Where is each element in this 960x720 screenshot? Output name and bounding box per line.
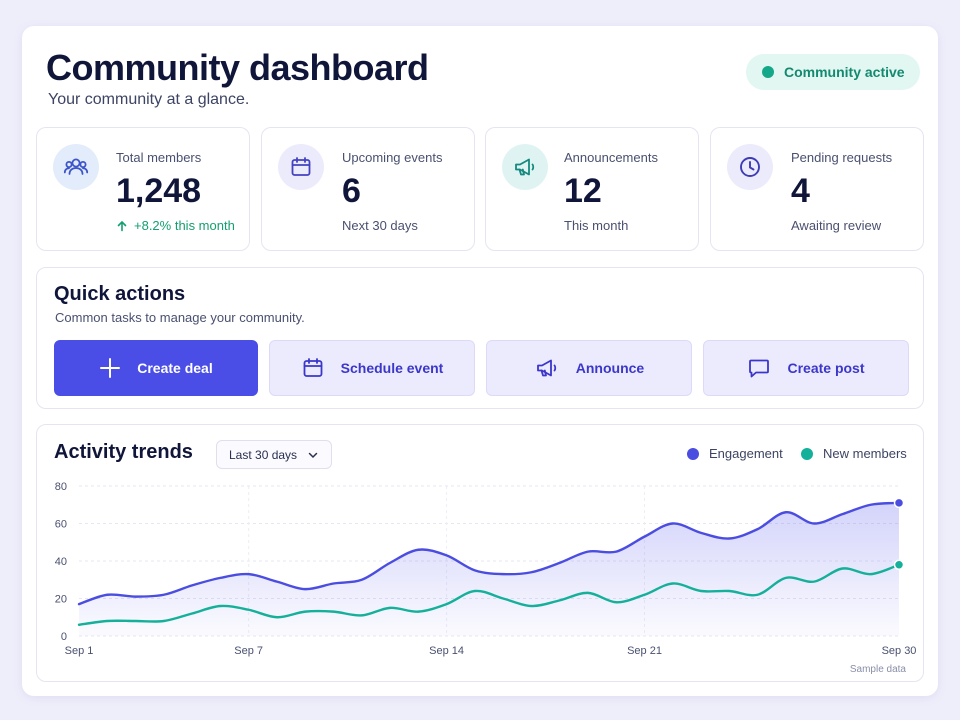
create-deal-button[interactable]: Create deal	[54, 340, 258, 396]
chart-title: Activity trends	[54, 441, 193, 463]
announce-button[interactable]: Announce	[486, 340, 692, 396]
y-tick-label: 60	[55, 519, 67, 531]
chevron-down-icon	[308, 452, 318, 458]
button-label: Announce	[575, 360, 645, 376]
activity-trends-card: 0 20 40 60 80 Sep 1 Sep 7 Sep 14 Sep 21 Sep 30 Ac…	[36, 424, 924, 682]
new-members-end-point	[893, 559, 905, 570]
stat-trend-text: +8.2% this month	[134, 218, 235, 233]
stat-value: 4	[791, 172, 810, 210]
arrow-up-icon	[117, 220, 127, 231]
plus-icon	[100, 358, 121, 378]
y-tick-label: 80	[55, 481, 67, 493]
stat-sub: Awaiting review	[791, 218, 882, 233]
x-tick-label: Sep 14	[429, 645, 464, 657]
legend-dot	[687, 447, 699, 460]
stat-sub: Next 30 days	[342, 218, 418, 233]
y-tick-label: 0	[61, 631, 67, 643]
status-badge: Community active	[746, 54, 920, 90]
x-tick-label: Sep 1	[65, 645, 94, 657]
stat-label: Upcoming events	[342, 150, 443, 165]
legend-label: Engagement	[709, 446, 783, 461]
stat-label: Announcements	[564, 150, 658, 165]
members-icon	[53, 144, 99, 190]
megaphone-icon	[536, 359, 556, 377]
quick-actions-subtitle: Common tasks to manage your community.	[55, 310, 305, 325]
calendar-icon	[303, 358, 323, 377]
clock-icon	[727, 144, 773, 190]
stat-value: 12	[564, 172, 602, 210]
stat-card-upcoming-events[interactable]: Upcoming events 6 Next 30 days	[261, 127, 475, 251]
button-label: Create post	[787, 360, 865, 376]
stat-card-announcements[interactable]: Announcements 12 This month	[485, 127, 699, 251]
engagement-end-point	[893, 497, 905, 509]
page-subtitle: Your community at a glance.	[48, 91, 250, 108]
activity-chart: 0 20 40 60 80 Sep 1 Sep 7 Sep 14 Sep 21 Sep 30	[55, 481, 917, 657]
y-tick-label: 20	[55, 594, 67, 606]
y-tick-label: 40	[55, 556, 67, 568]
legend-label: New members	[823, 446, 907, 461]
button-label: Create deal	[137, 360, 213, 376]
schedule-event-button[interactable]: Schedule event	[269, 340, 475, 396]
stat-value: 1,248	[116, 172, 202, 210]
date-range-value: Last 30 days	[229, 447, 298, 462]
button-label: Schedule event	[340, 360, 444, 376]
stat-label: Total members	[116, 150, 202, 165]
legend-item-new-members: New members	[801, 446, 907, 461]
quick-actions-card: Quick actions Common tasks to manage you…	[36, 267, 924, 409]
x-tick-label: Sep 30	[882, 645, 917, 657]
quick-actions-title: Quick actions	[54, 283, 186, 305]
date-range-select[interactable]: Last 30 days	[216, 440, 332, 469]
sample-data-note: Sample data	[849, 664, 906, 675]
legend-dot	[801, 447, 813, 460]
stat-card-total-members[interactable]: Total members 1,248 +8.2% this month	[36, 127, 250, 251]
stat-card-pending-requests[interactable]: Pending requests 4 Awaiting review	[710, 127, 924, 251]
stat-trend: +8.2% this month	[116, 218, 235, 233]
chat-bubble-icon	[749, 359, 770, 378]
new-members-line	[77, 563, 901, 626]
engagement-line	[77, 501, 901, 606]
stat-sub: This month	[564, 218, 629, 233]
status-text: Community active	[784, 64, 905, 80]
x-tick-label: Sep 21	[627, 645, 662, 657]
x-tick-label: Sep 7	[234, 645, 263, 657]
status-dot-icon	[762, 66, 774, 78]
create-post-button[interactable]: Create post	[703, 340, 909, 396]
stat-value: 6	[342, 172, 361, 210]
stat-label: Pending requests	[791, 150, 893, 165]
page-title: Community dashboard	[46, 47, 429, 88]
calendar-icon	[278, 144, 324, 190]
megaphone-icon	[502, 144, 548, 190]
engagement-area	[79, 502, 899, 636]
legend-item-engagement: Engagement	[687, 446, 783, 461]
